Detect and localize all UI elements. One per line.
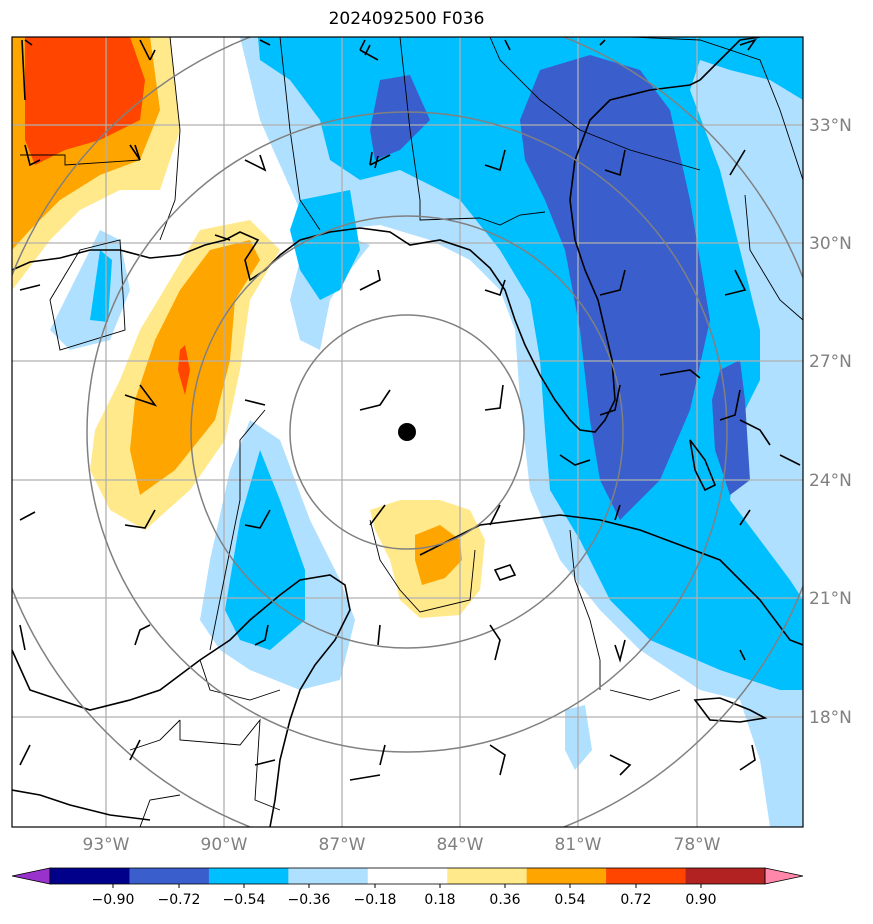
lon-label-84: 84°W <box>437 835 484 855</box>
lat-label-24: 24°N <box>809 471 852 491</box>
colorbar-tick-label: 0.54 <box>554 892 585 908</box>
map-frame <box>11 36 804 828</box>
colorbar-tick-label: 0.36 <box>489 892 520 908</box>
lat-label-27: 27°N <box>809 352 852 372</box>
colorbar-bin <box>685 868 766 884</box>
lat-label-30: 30°N <box>809 234 852 254</box>
colorbar-tick-label: 0.90 <box>685 892 716 908</box>
colorbar-bin <box>208 868 289 884</box>
lat-label-21: 21°N <box>809 589 852 609</box>
lon-label-87: 87°W <box>319 835 366 855</box>
colorbar-tick-label: 0.18 <box>424 892 455 908</box>
political-borders <box>20 37 803 827</box>
wind-barb-icons <box>19 38 758 776</box>
colorbar-tick-label: −0.36 <box>288 892 331 908</box>
lat-label-33: 33°N <box>809 116 852 136</box>
colorbar-bin <box>367 868 448 884</box>
colorbar-bin <box>526 868 607 884</box>
lon-label-78: 78°W <box>674 835 721 855</box>
colorbar-bin <box>606 868 687 884</box>
contour-orange-red <box>25 37 190 395</box>
colorbar-extend-high <box>764 867 804 885</box>
lon-label-93: 93°W <box>83 835 130 855</box>
colorbar-bin <box>50 868 130 884</box>
colorbar-bin <box>288 868 369 884</box>
colorbar-extend-low <box>11 867 51 885</box>
storm-center-dot <box>398 423 416 441</box>
colorbar-bin <box>447 868 528 884</box>
colorbar-tick-label: −0.90 <box>92 892 135 908</box>
colorbar-bin <box>129 868 210 884</box>
colorbar-tick-label: −0.18 <box>354 892 397 908</box>
lon-label-90: 90°W <box>201 835 248 855</box>
colorbar-tick-label: 0.72 <box>620 892 651 908</box>
contour-royal-blue <box>370 55 750 520</box>
lat-label-18: 18°N <box>809 708 852 728</box>
colorbar-frame <box>49 867 766 885</box>
range-rings <box>12 37 803 827</box>
map-title: 2024092500 F036 <box>328 9 485 29</box>
colorbar-tick-label: −0.72 <box>158 892 201 908</box>
colorbar-tick-label: −0.54 <box>223 892 266 908</box>
lon-label-81: 81°W <box>555 835 602 855</box>
colorbar: −0.90 −0.72 −0.54 −0.36 −0.18 0.18 0.36 0.54 0.7… <box>11 867 804 908</box>
